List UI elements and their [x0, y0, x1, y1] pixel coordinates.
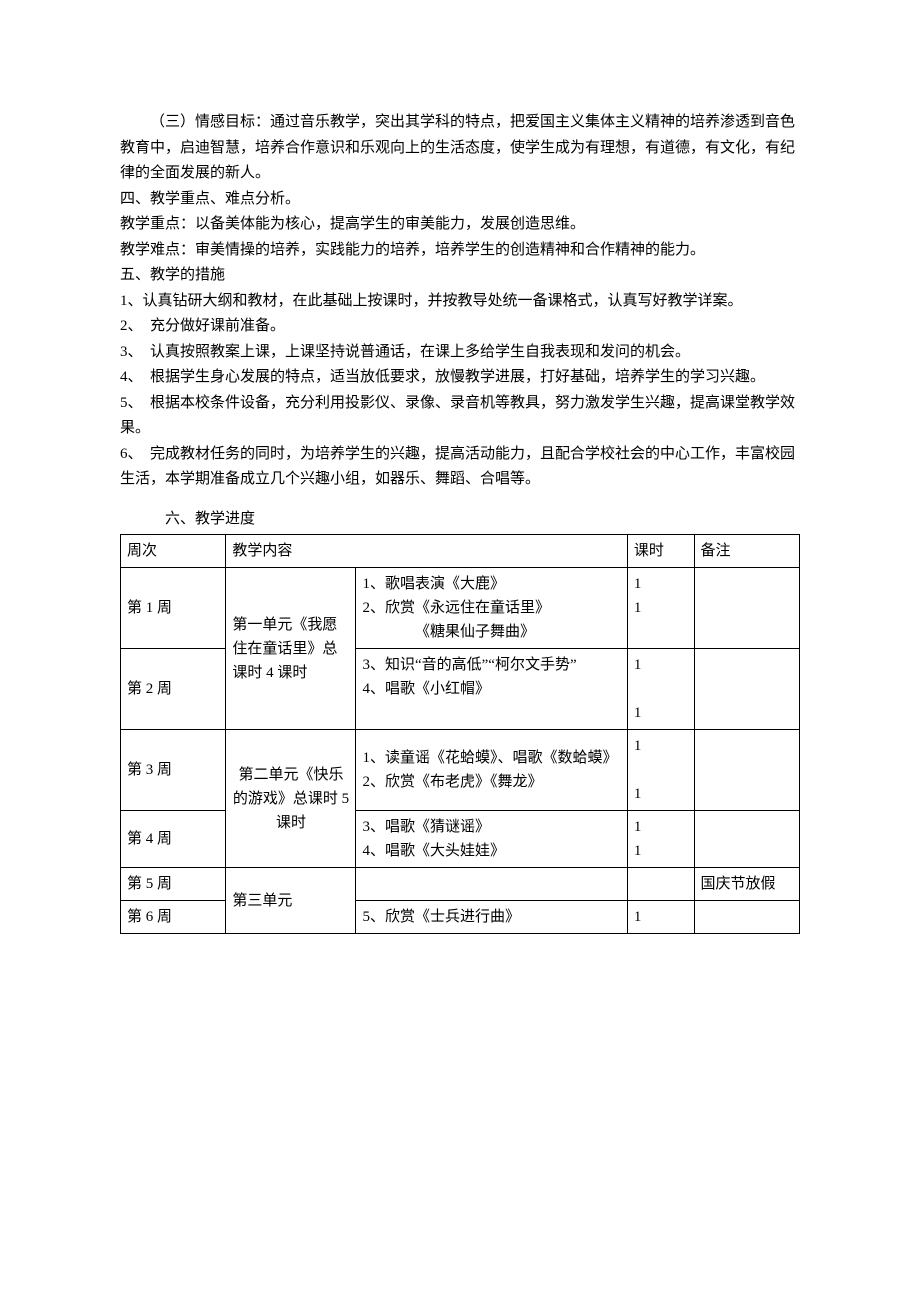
document-page: （三）情感目标：通过音乐教学，突出其学科的特点，把爱国主义集体主义精神的培养渗透…	[0, 0, 920, 994]
week-5-label: 第 5 周	[121, 868, 226, 901]
table-row: 第 2 周 3、知识“音的高低”“柯尔文手势” 4、唱歌《小红帽》 1 1	[121, 649, 800, 730]
week-5-hours	[627, 868, 694, 901]
teaching-difficulty: 教学难点：审美情操的培养，实践能力的培养，培养学生的创造精神和合作精神的能力。	[120, 238, 800, 264]
table-row: 第 5 周 第三单元 国庆节放假	[121, 868, 800, 901]
header-note: 备注	[694, 535, 799, 568]
measure-3: 3、 认真按照教案上课，上课坚持说普通话，在课上多给学生自我表现和发问的机会。	[120, 340, 800, 366]
measure-5: 5、 根据本校条件设备，充分利用投影仪、录像、录音机等教具，努力激发学生兴趣，提…	[120, 391, 800, 442]
week-6-content: 5、欣赏《士兵进行曲》	[356, 901, 627, 934]
week-5-content	[356, 868, 627, 901]
week-3-hours: 1 1	[627, 730, 694, 811]
week-4-label: 第 4 周	[121, 811, 226, 868]
week-2-content: 3、知识“音的高低”“柯尔文手势” 4、唱歌《小红帽》	[356, 649, 627, 730]
week-5-note: 国庆节放假	[694, 868, 799, 901]
week-6-hours: 1	[627, 901, 694, 934]
table-header-row: 周次 教学内容 课时 备注	[121, 535, 800, 568]
teaching-focus: 教学重点：以备美体能为核心，提高学生的审美能力，发展创造思维。	[120, 212, 800, 238]
week-2-hours: 1 1	[627, 649, 694, 730]
header-content: 教学内容	[226, 535, 627, 568]
unit-2: 第二单元《快乐的游戏》总课时 5 课时	[226, 730, 356, 868]
measure-1: 1、认真钻研大纲和教材，在此基础上按课时，并按教导处统一备课格式，认真写好教学详…	[120, 289, 800, 315]
goal-3-emotion: （三）情感目标：通过音乐教学，突出其学科的特点，把爱国主义集体主义精神的培养渗透…	[120, 110, 800, 187]
schedule-table: 周次 教学内容 课时 备注 第 1 周 第一单元《我愿住在童话里》总课时 4 课…	[120, 534, 800, 934]
week-1-hours: 1 1	[627, 568, 694, 649]
week-4-content: 3、唱歌《猜谜谣》 4、唱歌《大头娃娃》	[356, 811, 627, 868]
week-4-hours: 1 1	[627, 811, 694, 868]
week-3-content: 1、读童谣《花蛤蟆》、唱歌《数蛤蟆》 2、欣赏《布老虎》《舞龙》	[356, 730, 627, 811]
table-row: 第 1 周 第一单元《我愿住在童话里》总课时 4 课时 1、歌唱表演《大鹿》 2…	[121, 568, 800, 649]
week-3-note	[694, 730, 799, 811]
week-6-note	[694, 901, 799, 934]
unit-1: 第一单元《我愿住在童话里》总课时 4 课时	[226, 568, 356, 730]
week-3-label: 第 3 周	[121, 730, 226, 811]
week-1-note	[694, 568, 799, 649]
section-6-title: 六、教学进度	[120, 507, 800, 533]
section-5-title: 五、教学的措施	[120, 263, 800, 289]
measure-6: 6、 完成教材任务的同时，为培养学生的兴趣，提高活动能力，且配合学校社会的中心工…	[120, 442, 800, 493]
header-hours: 课时	[627, 535, 694, 568]
measure-4: 4、 根据学生身心发展的特点，适当放低要求，放慢教学进展，打好基础，培养学生的学…	[120, 365, 800, 391]
unit-3: 第三单元	[226, 868, 356, 934]
table-row: 第 4 周 3、唱歌《猜谜谣》 4、唱歌《大头娃娃》 1 1	[121, 811, 800, 868]
week-2-label: 第 2 周	[121, 649, 226, 730]
week-1-label: 第 1 周	[121, 568, 226, 649]
measure-2: 2、 充分做好课前准备。	[120, 314, 800, 340]
week-4-note	[694, 811, 799, 868]
table-row: 第 6 周 5、欣赏《士兵进行曲》 1	[121, 901, 800, 934]
table-row: 第 3 周 第二单元《快乐的游戏》总课时 5 课时 1、读童谣《花蛤蟆》、唱歌《…	[121, 730, 800, 811]
section-4-title: 四、教学重点、难点分析。	[120, 187, 800, 213]
week-2-note	[694, 649, 799, 730]
week-1-content: 1、歌唱表演《大鹿》 2、欣赏《永远住在童话里》 《糖果仙子舞曲》	[356, 568, 627, 649]
week-6-label: 第 6 周	[121, 901, 226, 934]
header-week: 周次	[121, 535, 226, 568]
